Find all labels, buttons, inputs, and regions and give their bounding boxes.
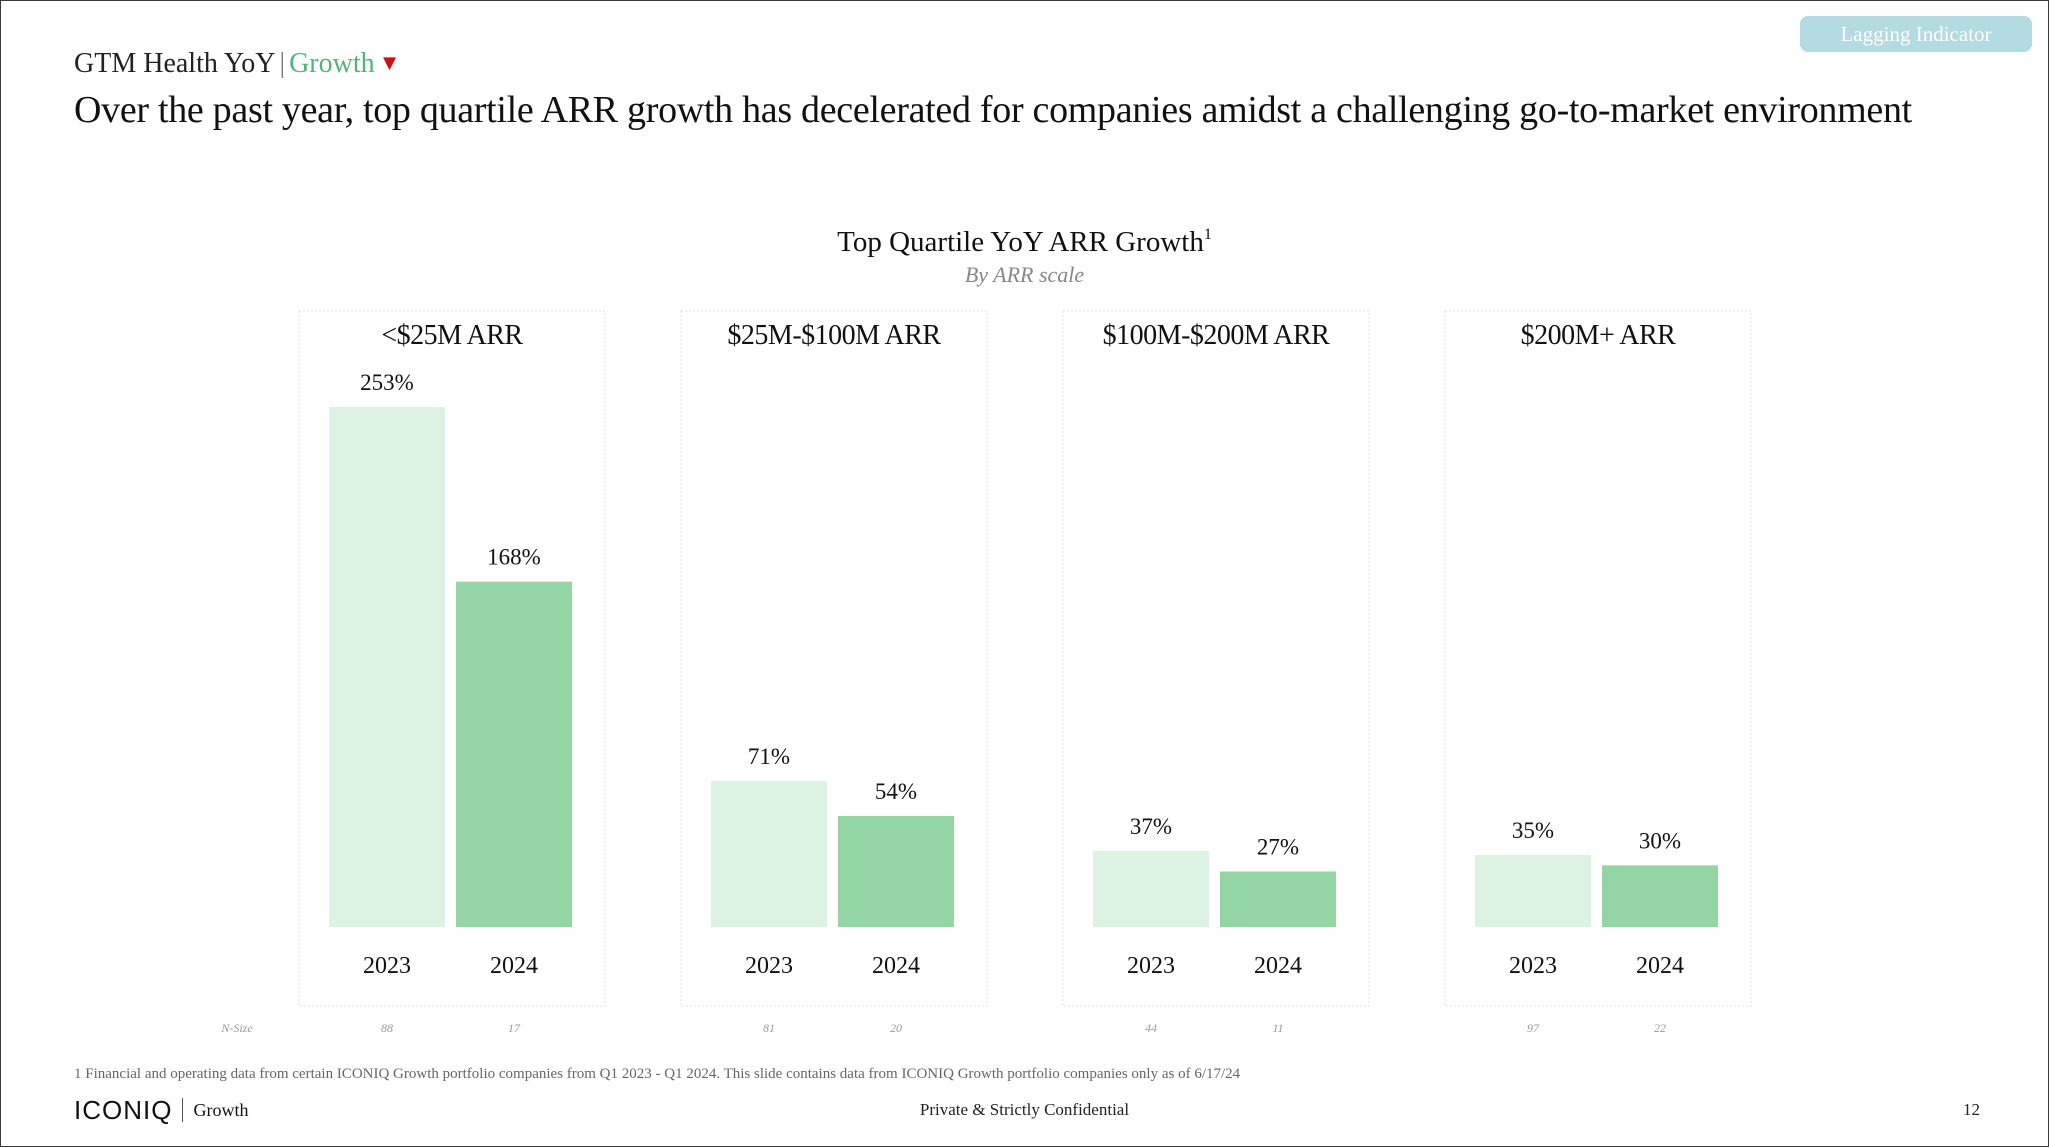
bar xyxy=(1220,871,1336,927)
panel-title: <$25M ARR xyxy=(381,320,523,351)
bar xyxy=(329,407,445,927)
data-label: 30% xyxy=(1639,828,1681,853)
n-size-value: 11 xyxy=(1272,1021,1283,1035)
down-triangle-icon: ▼ xyxy=(378,50,401,75)
breadcrumb: GTM Health YoY | Growth ▼ xyxy=(74,48,400,80)
x-tick-label: 2024 xyxy=(872,953,920,979)
panel-frame xyxy=(1444,310,1752,1007)
panel-frame xyxy=(298,310,606,1007)
x-tick-label: 2023 xyxy=(1127,953,1175,979)
bar xyxy=(1475,855,1591,927)
chart-subtitle: By ARR scale xyxy=(964,262,1085,287)
data-label: 253% xyxy=(360,370,414,395)
logo-main: ICONIQ xyxy=(74,1095,173,1125)
bar xyxy=(1602,865,1718,927)
bar xyxy=(1093,850,1209,927)
data-label: 71% xyxy=(748,744,790,769)
breadcrumb-separator: | xyxy=(279,48,286,79)
panel-frame xyxy=(1062,310,1370,1007)
n-size-value: 22 xyxy=(1654,1021,1666,1035)
confidentiality-notice: Private & Strictly Confidential xyxy=(919,1100,1130,1119)
n-size-value: 81 xyxy=(763,1021,775,1035)
data-label: 27% xyxy=(1257,835,1299,860)
x-tick-label: 2024 xyxy=(1254,953,1302,979)
bar xyxy=(838,816,954,927)
n-size-value: 17 xyxy=(508,1021,521,1035)
data-label: 168% xyxy=(487,545,541,570)
x-tick-label: 2024 xyxy=(1636,953,1684,979)
data-label: 37% xyxy=(1130,814,1172,839)
page-title: Over the past year, top quartile ARR gro… xyxy=(74,89,1912,131)
bar xyxy=(711,781,827,927)
data-label: 54% xyxy=(875,779,917,804)
n-size-label: N-Size xyxy=(220,1021,253,1035)
n-size-value: 97 xyxy=(1527,1021,1540,1035)
n-size-value: 44 xyxy=(1145,1021,1157,1035)
panel-title: $100M-$200M ARR xyxy=(1103,320,1330,351)
company-logo: ICONIQ Growth xyxy=(74,1095,248,1126)
n-size-value: 20 xyxy=(890,1021,902,1035)
x-tick-label: 2023 xyxy=(745,953,793,979)
breadcrumb-section: GTM Health YoY xyxy=(74,48,276,79)
n-size-value: 88 xyxy=(381,1021,393,1035)
panel-title: $25M-$100M ARR xyxy=(727,320,941,351)
data-label: 35% xyxy=(1512,818,1554,843)
lagging-indicator-badge: Lagging Indicator xyxy=(1800,16,2032,52)
panel-title: $200M+ ARR xyxy=(1521,320,1677,351)
bar xyxy=(456,581,572,927)
logo-divider xyxy=(182,1098,184,1122)
x-tick-label: 2024 xyxy=(490,953,538,979)
chart-title-text: Top Quartile YoY ARR Growth xyxy=(837,226,1204,258)
chart-title: Top Quartile YoY ARR Growth1 xyxy=(0,226,2049,259)
x-tick-label: 2023 xyxy=(363,953,411,979)
panel-frame xyxy=(680,310,988,1007)
page-number: 12 xyxy=(1963,1100,1980,1119)
breadcrumb-current: Growth xyxy=(289,48,375,79)
footnote: 1 Financial and operating data from cert… xyxy=(74,1066,1241,1082)
chart-title-footnote-marker: 1 xyxy=(1203,226,1212,243)
x-tick-label: 2023 xyxy=(1509,953,1557,979)
logo-sub: Growth xyxy=(193,1100,249,1120)
